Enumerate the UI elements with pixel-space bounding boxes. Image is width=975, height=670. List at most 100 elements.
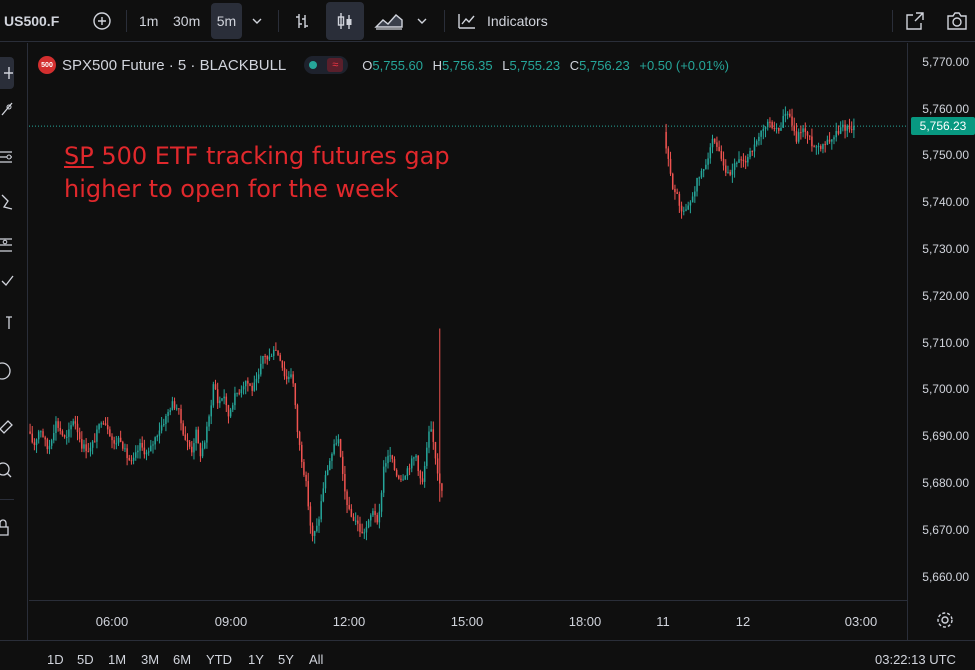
add-symbol-button[interactable] [86, 0, 118, 42]
candle-body [691, 196, 694, 203]
candle-body [716, 142, 718, 147]
timeframe-1m-button[interactable]: 1m [134, 0, 163, 42]
candlestick-chart[interactable] [29, 43, 907, 600]
candle-body [296, 405, 299, 433]
candle-body [33, 442, 36, 446]
candle-body [307, 481, 309, 507]
text-tool[interactable] [0, 313, 14, 333]
candle-body [839, 127, 842, 134]
annotation-underlined-word: SP [64, 142, 94, 170]
range-button-ytd[interactable]: YTD [206, 652, 232, 667]
fib-tool[interactable] [0, 147, 14, 167]
candle-body [689, 202, 692, 206]
chevron-down-icon [252, 18, 262, 24]
area-icon [372, 5, 406, 37]
brush-tool[interactable] [0, 271, 14, 291]
zoom-tool[interactable] [0, 461, 14, 481]
candle-body [154, 437, 156, 445]
candle-body [96, 429, 98, 442]
candle-body [835, 131, 837, 138]
candle-body [253, 382, 256, 391]
range-button-all[interactable]: All [309, 652, 324, 667]
cursor-icon [4, 67, 13, 79]
price-axis-label: 5,730.00 [922, 241, 969, 256]
candle-body [374, 511, 376, 515]
candle-body [272, 349, 275, 356]
range-button-1y[interactable]: 1Y [248, 652, 264, 667]
candle-body [771, 122, 773, 128]
symbol-search[interactable]: US500.F [4, 0, 59, 42]
range-button-6m[interactable]: 6M [173, 652, 192, 667]
price-axis[interactable]: 5,770.00 5,760.00 5,750.00 5,740.00 5,730.00… [907, 43, 975, 640]
candle-body [201, 448, 204, 457]
chart-type-dropdown-button[interactable] [415, 0, 429, 42]
candle-body [111, 436, 113, 441]
price-axis-label: 5,770.00 [922, 54, 969, 69]
utc-clock[interactable]: 03:22:13 UTC [875, 652, 956, 667]
candle-body [335, 443, 338, 445]
timeframe-1m-label: 1m [139, 13, 159, 29]
candle-body [419, 470, 422, 479]
candle-body [357, 520, 359, 524]
candle-body [221, 398, 223, 401]
close-key: C [569, 57, 580, 73]
cursor-tool-selected[interactable] [0, 57, 14, 89]
candle-body [410, 458, 413, 469]
candle-body [391, 455, 394, 460]
candle-body [119, 437, 122, 442]
indicators-button[interactable]: Indicators [456, 0, 548, 42]
text-icon [6, 316, 12, 329]
emoji-tool[interactable] [0, 361, 14, 381]
range-button-5y[interactable]: 5Y [278, 652, 294, 667]
candle-body [713, 138, 716, 143]
ruler-tool[interactable] [0, 415, 14, 435]
candle-body [260, 363, 262, 375]
price-axis-label: 5,740.00 [922, 195, 969, 210]
candle-body [31, 433, 33, 443]
range-button-1m[interactable]: 1M [108, 652, 127, 667]
pattern-tool[interactable] [0, 191, 14, 211]
timeframe-30m-button[interactable]: 30m [168, 0, 205, 42]
fullscreen-button[interactable] [904, 0, 926, 42]
candle-body [844, 124, 846, 131]
range-button-1d[interactable]: 1D [47, 652, 64, 667]
range-button-3m[interactable]: 3M [141, 652, 160, 667]
candle-body [326, 470, 329, 476]
candle-body [311, 525, 314, 536]
candles-style-button[interactable] [326, 0, 364, 42]
chart-pane[interactable] [29, 43, 907, 640]
area-style-button[interactable] [372, 0, 406, 42]
screenshot-button[interactable] [945, 0, 969, 42]
legend-title[interactable]: SPX500 Future · 5 · BLACKBULL [62, 56, 287, 74]
candle-body [206, 426, 208, 443]
timeframe-5m-button[interactable]: 5m [211, 0, 242, 42]
candle-body [775, 127, 778, 129]
forecast-tool[interactable] [0, 235, 14, 255]
high-value: 5,756.35 [442, 57, 493, 73]
price-axis-label: 5,670.00 [922, 522, 969, 537]
candle-body [44, 437, 46, 440]
candle-body [197, 429, 200, 444]
candle-body [158, 430, 161, 436]
candle-body [341, 456, 344, 475]
candle-body [780, 127, 782, 131]
lock-tool[interactable] [0, 517, 14, 537]
candle-body [350, 508, 353, 517]
chart-settings-button[interactable] [935, 610, 955, 630]
trendline-tool[interactable] [0, 99, 14, 119]
range-button-5d[interactable]: 5D [77, 652, 94, 667]
bars-style-button[interactable] [286, 0, 318, 42]
high-key: H [432, 57, 443, 73]
candle-body [115, 443, 118, 445]
market-open-dot-icon [309, 61, 318, 69]
emoji-icon [0, 362, 11, 380]
market-status-pill[interactable]: ≈ [304, 56, 349, 74]
candle-body [255, 378, 258, 383]
text-annotation[interactable]: SP 500 ETF tracking futures gap higher t… [64, 140, 450, 206]
candle-body [89, 447, 92, 452]
candle-body [59, 427, 62, 432]
timeframe-dropdown-button[interactable] [250, 0, 264, 42]
candle-body [702, 169, 705, 171]
candle-body [281, 360, 284, 368]
time-axis[interactable]: 06:00 09:00 12:00 15:00 18:00 11 12 03:00 [29, 600, 907, 640]
